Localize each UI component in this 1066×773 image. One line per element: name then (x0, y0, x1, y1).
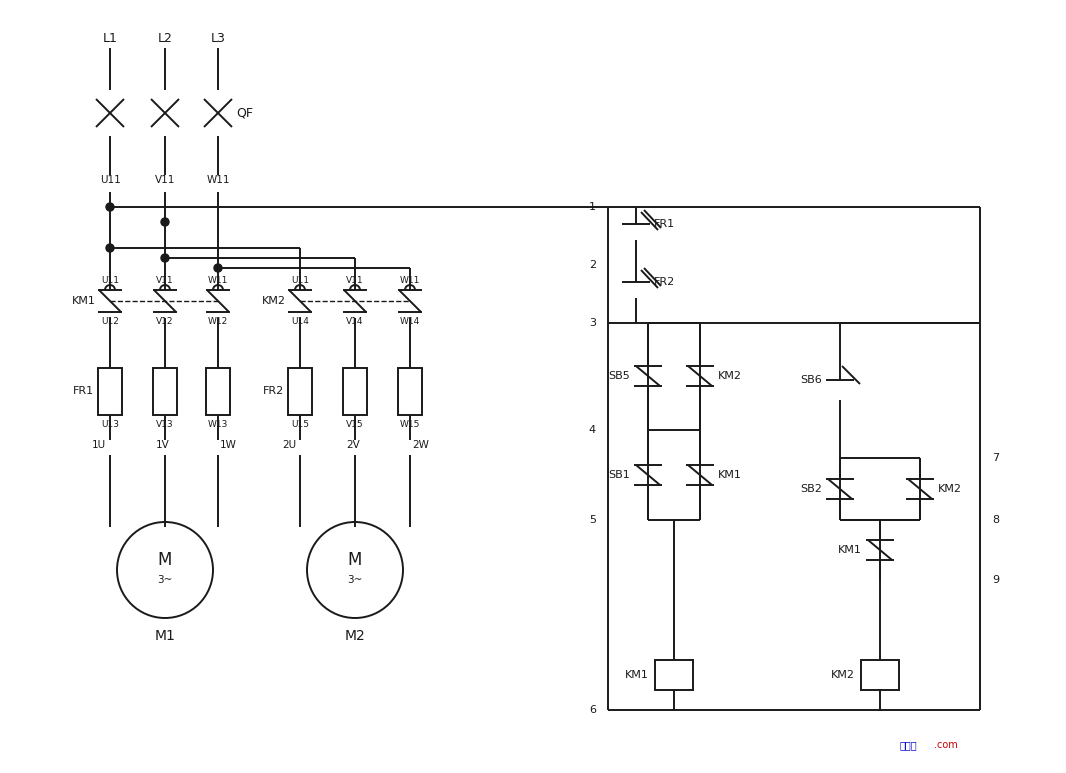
Text: V12: V12 (157, 317, 174, 326)
Bar (655, 660, 693, 690)
Bar (206, 368, 230, 415)
Text: KM2: KM2 (262, 296, 286, 306)
Text: W15: W15 (400, 420, 420, 429)
Text: SB5: SB5 (609, 371, 630, 381)
Circle shape (214, 264, 222, 272)
Text: M: M (348, 551, 362, 569)
Bar (288, 368, 312, 415)
Text: 3~: 3~ (348, 575, 362, 585)
Text: L2: L2 (158, 32, 173, 45)
Bar (343, 368, 367, 415)
Text: SB6: SB6 (801, 375, 822, 385)
Text: QF: QF (236, 107, 253, 120)
Text: M1: M1 (155, 629, 176, 643)
Text: W11: W11 (206, 175, 230, 185)
Text: U15: U15 (291, 420, 309, 429)
Text: KM1: KM1 (625, 670, 649, 680)
Text: W11: W11 (400, 276, 420, 285)
Bar (398, 368, 422, 415)
Text: 3: 3 (589, 318, 596, 328)
Text: 5: 5 (589, 515, 596, 525)
Circle shape (106, 203, 114, 211)
Text: 2U: 2U (281, 440, 296, 450)
Text: W14: W14 (400, 317, 420, 326)
Text: L1: L1 (102, 32, 117, 45)
Text: V11: V11 (157, 276, 174, 285)
Text: 1W: 1W (220, 440, 237, 450)
Text: V11: V11 (155, 175, 175, 185)
Text: 2V: 2V (346, 440, 360, 450)
Text: 3~: 3~ (158, 575, 173, 585)
Text: V14: V14 (346, 317, 364, 326)
Text: KM1: KM1 (718, 470, 742, 480)
Text: KM2: KM2 (938, 484, 962, 494)
Text: KM1: KM1 (838, 545, 862, 555)
Text: 1U: 1U (92, 440, 106, 450)
Text: M2: M2 (344, 629, 366, 643)
Text: V13: V13 (157, 420, 174, 429)
Text: 2W: 2W (411, 440, 429, 450)
Text: .com: .com (934, 740, 957, 750)
Text: W12: W12 (208, 317, 228, 326)
Text: L3: L3 (211, 32, 225, 45)
Text: 8: 8 (992, 515, 999, 525)
Text: U11: U11 (291, 276, 309, 285)
Text: U11: U11 (99, 175, 120, 185)
Text: FR1: FR1 (72, 386, 94, 396)
Text: 4: 4 (588, 425, 596, 435)
Text: U11: U11 (101, 276, 119, 285)
Circle shape (161, 218, 169, 226)
Text: W11: W11 (208, 276, 228, 285)
Text: SB1: SB1 (609, 470, 630, 480)
Text: KM2: KM2 (831, 670, 855, 680)
Circle shape (161, 254, 169, 262)
Bar (98, 368, 122, 415)
Circle shape (106, 244, 114, 252)
Text: M: M (158, 551, 173, 569)
Text: V11: V11 (346, 276, 364, 285)
Text: 1: 1 (589, 202, 596, 212)
Text: KM2: KM2 (718, 371, 742, 381)
Text: U12: U12 (101, 317, 119, 326)
Text: FR1: FR1 (655, 219, 675, 229)
Text: 7: 7 (992, 453, 999, 463)
Text: FR2: FR2 (262, 386, 284, 396)
Bar (861, 660, 899, 690)
Text: 6: 6 (589, 705, 596, 715)
Text: V15: V15 (346, 420, 364, 429)
Text: FR2: FR2 (655, 277, 675, 287)
Bar (154, 368, 177, 415)
Text: KM1: KM1 (72, 296, 96, 306)
Text: 接线图: 接线图 (900, 740, 918, 750)
Text: 9: 9 (992, 575, 999, 585)
Text: 2: 2 (588, 260, 596, 270)
Text: U13: U13 (101, 420, 119, 429)
Text: SB2: SB2 (801, 484, 822, 494)
Text: W13: W13 (208, 420, 228, 429)
Text: U14: U14 (291, 317, 309, 326)
Text: 1V: 1V (156, 440, 169, 450)
